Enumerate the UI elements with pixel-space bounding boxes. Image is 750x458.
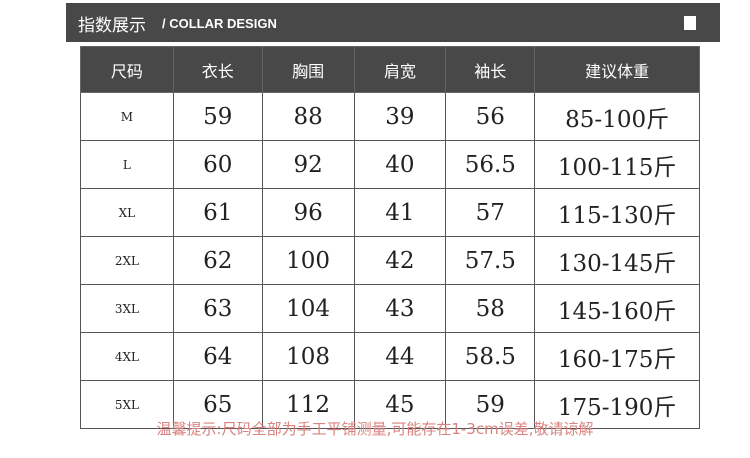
table-row: L 60 92 40 56.5 100-115斤 bbox=[80, 140, 700, 189]
table-cell: M bbox=[80, 92, 174, 141]
table-cell: 43 bbox=[353, 284, 447, 333]
header-banner: 指数展示 / COLLAR DESIGN bbox=[66, 3, 720, 42]
table-cell: 175-190斤 bbox=[534, 380, 700, 429]
table-cell: 58 bbox=[445, 284, 536, 333]
table-cell: 85-100斤 bbox=[534, 92, 700, 141]
table-cell: 60 bbox=[172, 140, 263, 189]
banner-subtitle: / COLLAR DESIGN bbox=[162, 16, 277, 31]
table-row: 5XL 65 112 45 59 175-190斤 bbox=[80, 380, 700, 429]
table-cell: 100-115斤 bbox=[534, 140, 700, 189]
banner-title: 指数展示 bbox=[78, 16, 146, 36]
table-header-row: 尺码 衣长 胸围 肩宽 袖长 建议体重 bbox=[80, 46, 700, 93]
table-cell: 59 bbox=[445, 380, 536, 429]
table-cell: 58.5 bbox=[445, 332, 536, 381]
table-row: M 59 88 39 56 85-100斤 bbox=[80, 92, 700, 141]
table-cell: 40 bbox=[353, 140, 447, 189]
table-cell: 65 bbox=[172, 380, 263, 429]
table-cell: 3XL bbox=[80, 284, 174, 333]
table-cell: 45 bbox=[353, 380, 447, 429]
column-header: 建议体重 bbox=[534, 46, 700, 93]
table-row: 4XL 64 108 44 58.5 160-175斤 bbox=[80, 332, 700, 381]
table-cell: 64 bbox=[172, 332, 263, 381]
table-cell: 59 bbox=[172, 92, 263, 141]
table-cell: 96 bbox=[261, 188, 355, 237]
column-header: 衣长 bbox=[172, 46, 263, 93]
table-cell: 57.5 bbox=[445, 236, 536, 285]
table-cell: 104 bbox=[261, 284, 355, 333]
table-cell: 2XL bbox=[80, 236, 174, 285]
column-header: 肩宽 bbox=[353, 46, 447, 93]
column-header: 胸围 bbox=[261, 46, 355, 93]
table-cell: 39 bbox=[353, 92, 447, 141]
column-header: 袖长 bbox=[445, 46, 536, 93]
table-cell: L bbox=[80, 140, 174, 189]
table-cell: 61 bbox=[172, 188, 263, 237]
table-cell: 100 bbox=[261, 236, 355, 285]
table-cell: 41 bbox=[353, 188, 447, 237]
table-cell: 115-130斤 bbox=[534, 188, 700, 237]
table-cell: 145-160斤 bbox=[534, 284, 700, 333]
table-row: 2XL 62 100 42 57.5 130-145斤 bbox=[80, 236, 700, 285]
table-cell: 130-145斤 bbox=[534, 236, 700, 285]
table-cell: 56.5 bbox=[445, 140, 536, 189]
table-cell: 63 bbox=[172, 284, 263, 333]
table-cell: 4XL bbox=[80, 332, 174, 381]
table-cell: 108 bbox=[261, 332, 355, 381]
table-cell: 112 bbox=[261, 380, 355, 429]
table-cell: 44 bbox=[353, 332, 447, 381]
table-row: XL 61 96 41 57 115-130斤 bbox=[80, 188, 700, 237]
size-chart-table: 尺码 衣长 胸围 肩宽 袖长 建议体重 M 59 88 39 56 85-100斤 L 60 92 40 56… bbox=[80, 46, 700, 429]
table-cell: 160-175斤 bbox=[534, 332, 700, 381]
table-cell: XL bbox=[80, 188, 174, 237]
table-row: 3XL 63 104 43 58 145-160斤 bbox=[80, 284, 700, 333]
table-cell: 56 bbox=[445, 92, 536, 141]
table-cell: 57 bbox=[445, 188, 536, 237]
table-cell: 42 bbox=[353, 236, 447, 285]
measurement-note: 温馨提示:尺码全部为手工平铺测量,可能存在1-3cm误差,敬请谅解 bbox=[156, 420, 594, 438]
table-cell: 92 bbox=[261, 140, 355, 189]
table-cell: 5XL bbox=[80, 380, 174, 429]
table-cell: 62 bbox=[172, 236, 263, 285]
table-cell: 88 bbox=[261, 92, 355, 141]
square-icon bbox=[684, 16, 696, 30]
column-header: 尺码 bbox=[80, 46, 174, 93]
